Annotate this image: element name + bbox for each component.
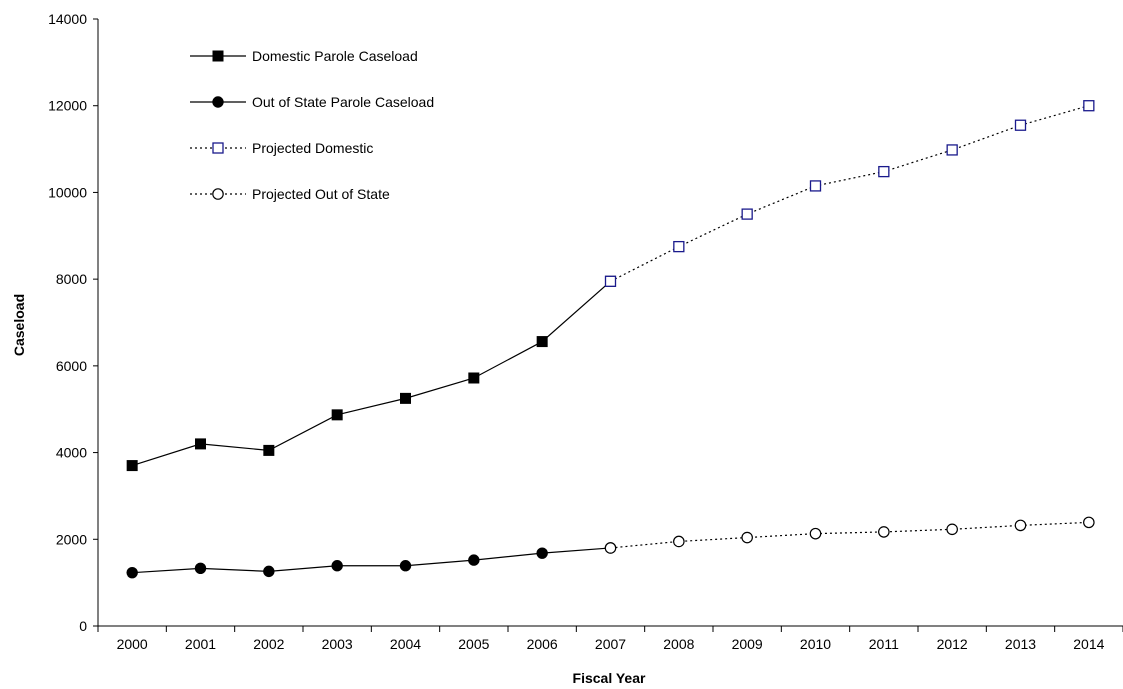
data-point xyxy=(604,275,617,287)
x-tick-label: 2004 xyxy=(390,636,421,652)
legend-marker xyxy=(212,96,224,108)
data-point xyxy=(536,336,548,348)
y-tick-label: 6000 xyxy=(56,358,87,374)
data-point xyxy=(809,180,822,192)
data-point xyxy=(126,460,138,472)
data-point xyxy=(741,208,753,220)
data-point xyxy=(331,560,343,572)
data-point xyxy=(673,535,685,548)
x-tick-label: 2005 xyxy=(458,636,489,652)
x-tick-label: 2014 xyxy=(1073,636,1104,652)
series-line xyxy=(132,547,611,574)
data-point xyxy=(1014,119,1027,131)
series-line xyxy=(610,105,1089,282)
legend-label: Projected Domestic xyxy=(252,140,373,156)
series-projected-domestic xyxy=(604,100,1095,287)
y-tick-label: 14000 xyxy=(48,11,87,27)
data-point xyxy=(468,554,480,566)
y-tick-label: 8000 xyxy=(56,271,87,287)
series-projected-out-of-state xyxy=(604,516,1095,554)
legend-label: Domestic Parole Caseload xyxy=(252,48,418,64)
x-tick-label: 2002 xyxy=(253,636,284,652)
x-tick-label: 2013 xyxy=(1005,636,1036,652)
data-point xyxy=(263,565,275,578)
data-point xyxy=(468,372,480,384)
y-tick-label: 12000 xyxy=(48,98,87,114)
data-point xyxy=(878,526,890,538)
legend-label: Projected Out of State xyxy=(252,186,390,202)
data-point xyxy=(1083,100,1095,112)
axes: 0 2000 4000 6000 8000 10000 12000 14000 2000 2001… xyxy=(48,11,1123,652)
y-tick-label: 4000 xyxy=(56,445,87,461)
x-tick-label: 2000 xyxy=(117,636,148,652)
legend-marker xyxy=(212,188,224,200)
x-tick-label: 2012 xyxy=(937,636,968,652)
series-line xyxy=(610,521,1089,549)
x-tick-label: 2010 xyxy=(800,636,831,652)
x-tick-label: 2003 xyxy=(322,636,353,652)
data-point xyxy=(263,444,275,456)
legend-item: Domestic Parole Caseload xyxy=(190,48,418,64)
legend: Domestic Parole Caseload Out of State Par… xyxy=(190,48,434,202)
data-point xyxy=(536,547,548,559)
data-point xyxy=(126,566,138,579)
series-domestic-parole-caseload xyxy=(126,275,616,472)
data-point xyxy=(878,165,890,178)
data-point xyxy=(1014,519,1027,532)
data-point xyxy=(331,409,343,421)
data-point xyxy=(946,144,958,156)
data-point xyxy=(946,523,958,536)
legend-item: Projected Out of State xyxy=(190,186,390,202)
x-tick-label: 2006 xyxy=(527,636,558,652)
y-tick-label: 2000 xyxy=(56,531,87,547)
y-axis-title: Caseload xyxy=(11,294,27,356)
data-point xyxy=(400,392,411,404)
x-tick-label: 2007 xyxy=(595,636,626,652)
y-tick-label: 0 xyxy=(79,618,87,634)
series-layer xyxy=(126,100,1095,579)
data-point xyxy=(399,560,412,572)
x-tick-label: 2001 xyxy=(185,636,216,652)
x-tick-label: 2011 xyxy=(869,636,899,652)
data-point xyxy=(809,527,822,540)
x-tick-label: 2009 xyxy=(732,636,763,652)
data-point xyxy=(194,562,207,575)
series-line xyxy=(131,280,611,467)
y-tick-label: 10000 xyxy=(48,184,87,200)
legend-marker xyxy=(212,50,224,62)
legend-item: Projected Domestic xyxy=(190,140,373,156)
data-point xyxy=(1083,516,1095,529)
data-point xyxy=(741,531,753,544)
x-tick-label: 2008 xyxy=(663,636,694,652)
data-point xyxy=(673,240,685,253)
legend-item: Out of State Parole Caseload xyxy=(190,94,434,110)
x-axis-title: Fiscal Year xyxy=(573,670,646,686)
data-point xyxy=(604,542,617,554)
series-out-of-state-parole-caseload xyxy=(126,542,617,579)
legend-label: Out of State Parole Caseload xyxy=(252,94,434,110)
data-point xyxy=(195,438,206,450)
legend-marker xyxy=(212,142,224,154)
